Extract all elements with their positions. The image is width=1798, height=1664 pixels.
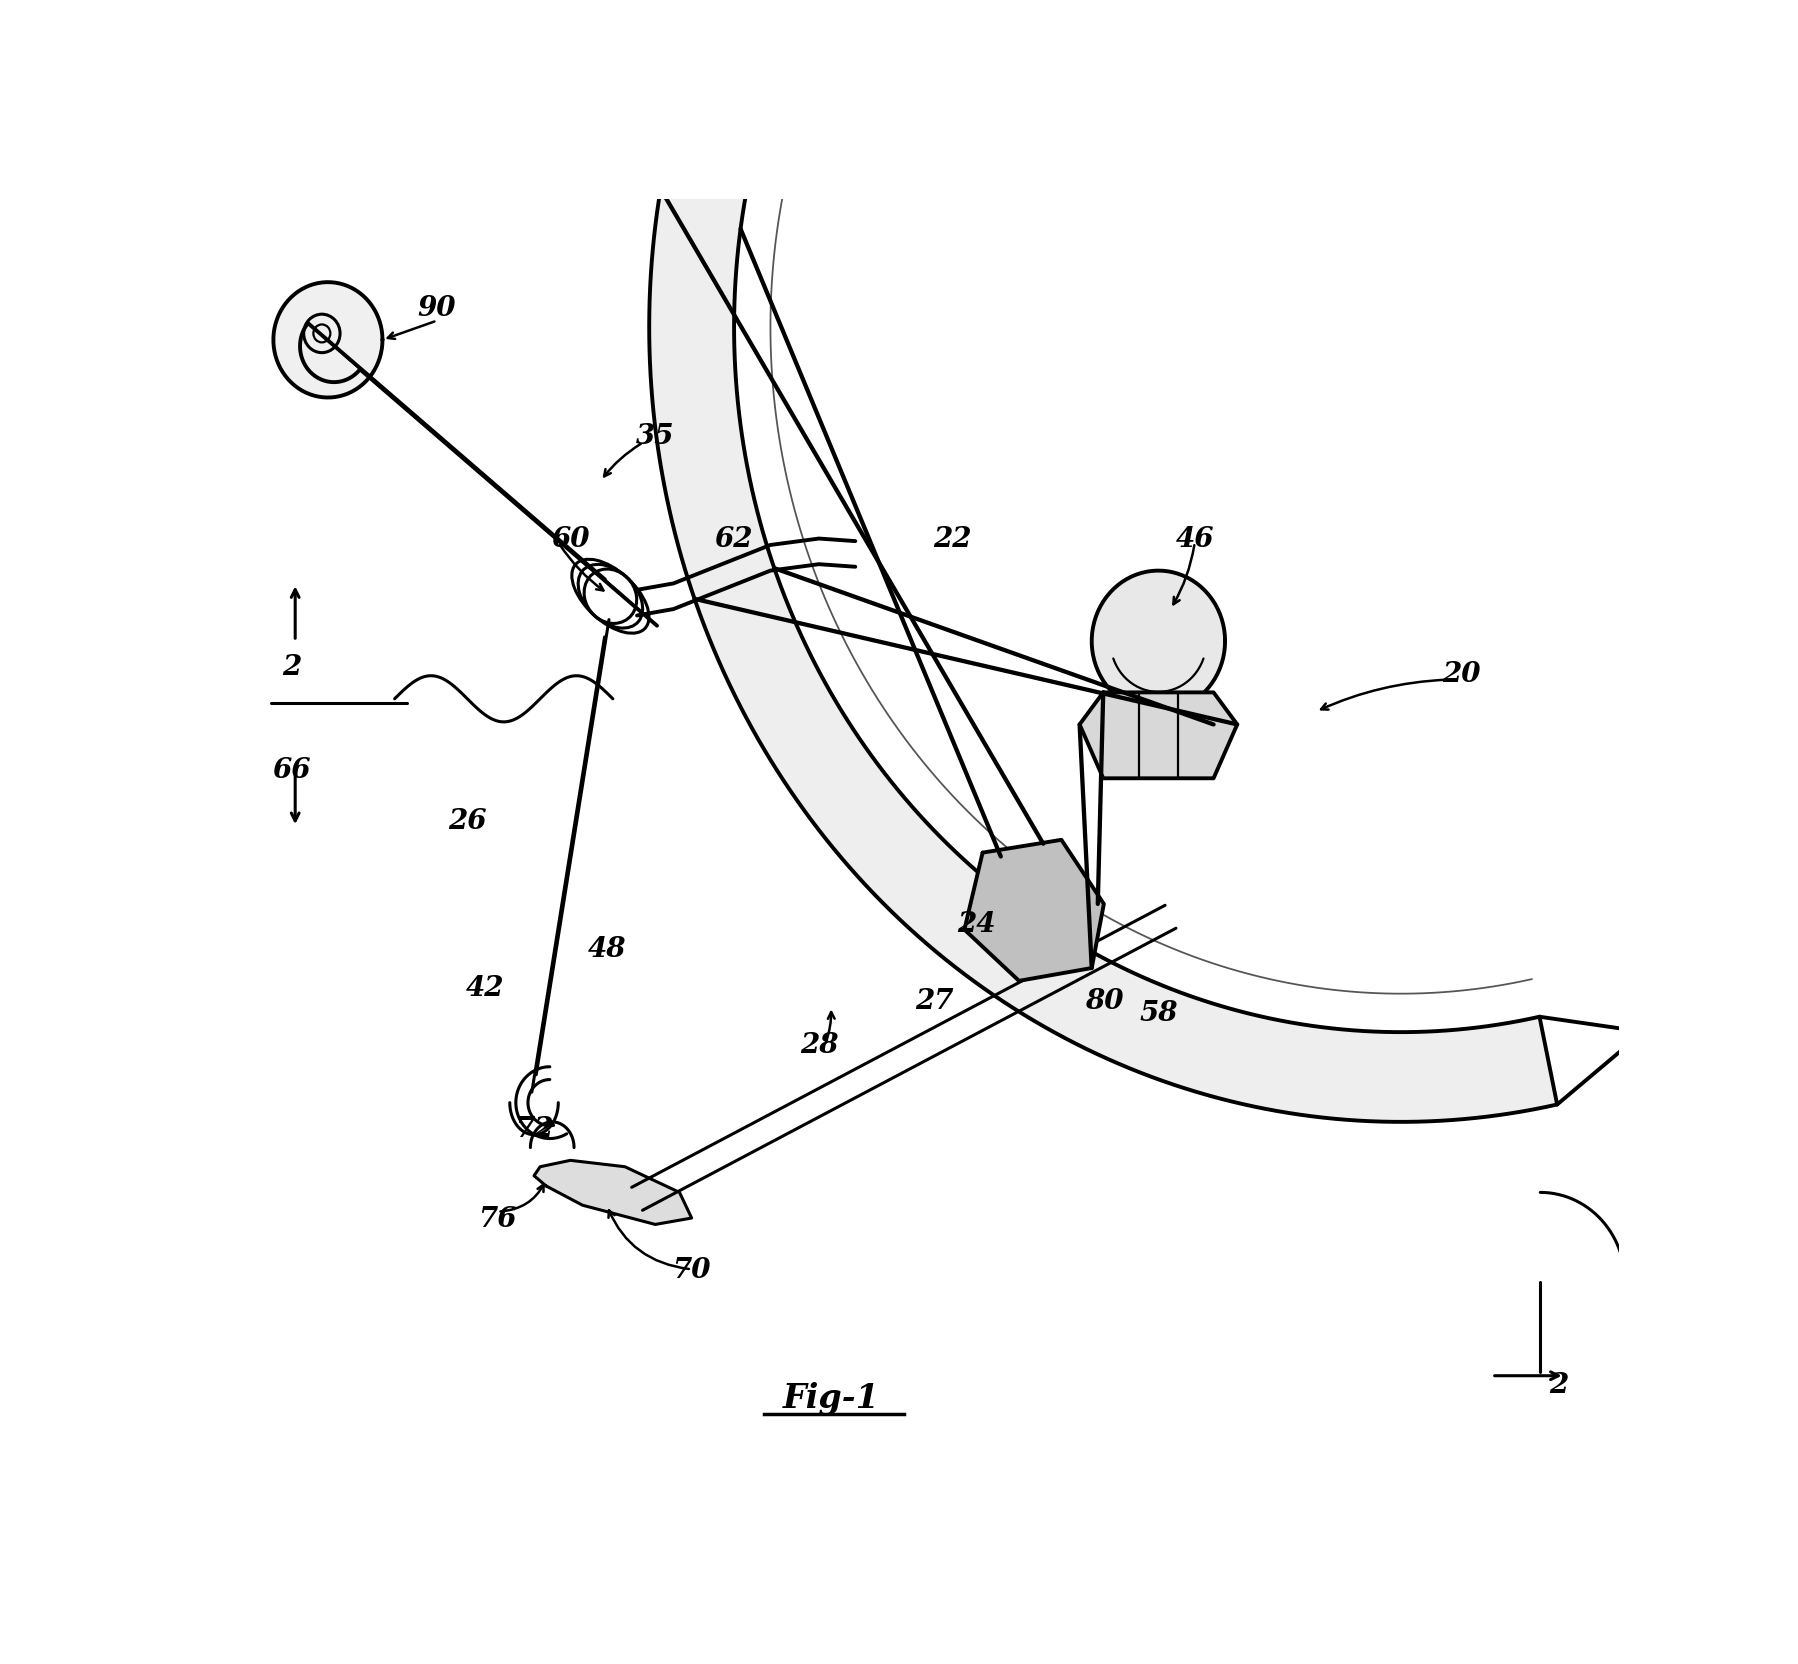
Text: Fig-1: Fig-1 xyxy=(782,1381,879,1414)
Text: 28: 28 xyxy=(800,1032,838,1058)
Polygon shape xyxy=(649,0,1557,1122)
Text: 2: 2 xyxy=(282,654,300,681)
Polygon shape xyxy=(1091,571,1224,712)
Polygon shape xyxy=(964,840,1104,982)
Text: 22: 22 xyxy=(933,526,971,552)
Text: 80: 80 xyxy=(1084,987,1122,1013)
Text: 35: 35 xyxy=(636,423,674,451)
Text: 62: 62 xyxy=(714,526,753,552)
Text: 90: 90 xyxy=(417,295,457,323)
Polygon shape xyxy=(273,283,383,398)
Text: 24: 24 xyxy=(957,910,996,937)
Text: 66: 66 xyxy=(271,757,311,784)
Text: 60: 60 xyxy=(550,526,590,552)
Polygon shape xyxy=(1079,692,1237,779)
Polygon shape xyxy=(534,1161,690,1225)
Text: 70: 70 xyxy=(672,1256,710,1283)
Text: 76: 76 xyxy=(478,1205,516,1231)
Text: 20: 20 xyxy=(1442,661,1480,687)
Text: 27: 27 xyxy=(915,987,953,1013)
Text: 58: 58 xyxy=(1138,1000,1178,1027)
Text: 72: 72 xyxy=(514,1115,554,1142)
Text: 46: 46 xyxy=(1174,526,1214,552)
Text: 26: 26 xyxy=(448,807,485,835)
Text: 2: 2 xyxy=(1548,1371,1568,1398)
Text: 42: 42 xyxy=(466,973,505,1002)
Text: 48: 48 xyxy=(588,935,626,963)
